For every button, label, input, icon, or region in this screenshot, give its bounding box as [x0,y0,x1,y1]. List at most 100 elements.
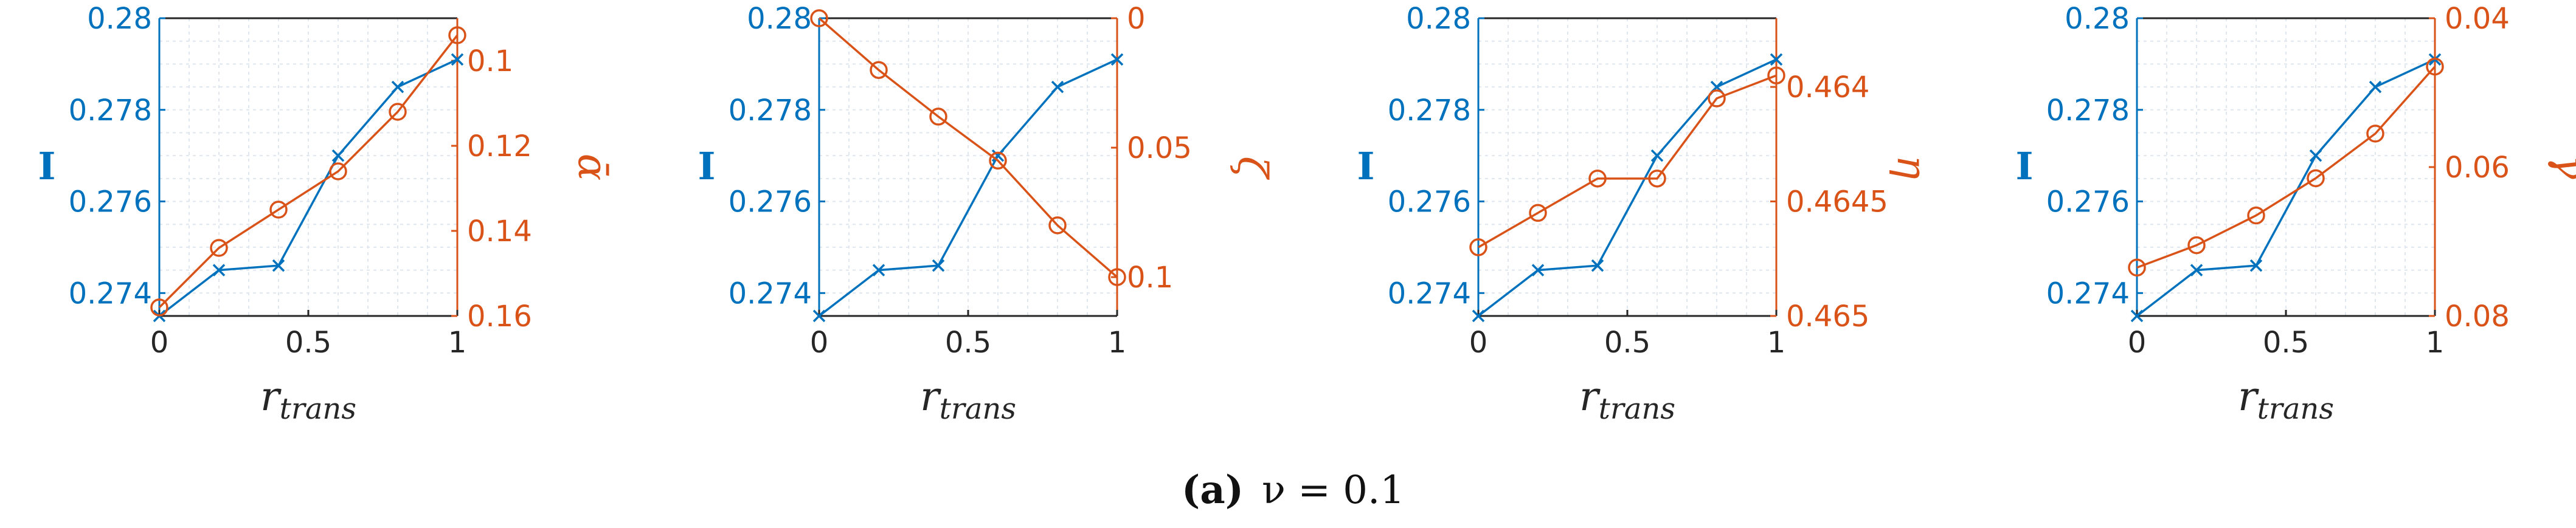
left-tick-label: 0.276 [1388,185,1471,219]
data-point-circle-marker [329,162,347,180]
data-point-circle-marker [1588,170,1607,188]
x-axis-label-subscript: trans [280,392,356,426]
right-tick-label: 0.05 [1127,131,1192,165]
left-tick-label: 0.278 [69,94,152,128]
right-tick-label: 0.1 [467,44,513,78]
chart-panel-1: 0 0.5 1 0.274 0.276 0.278 0.28 0.1 0.12 0.14 0.16 I… [38,2,616,426]
right-series-line [2136,66,2436,269]
x-tick-label: 1 [448,326,467,360]
x-axis-label-subscript: trans [1599,392,1675,426]
x-tick-label: 0 [150,326,169,360]
right-series-line [1478,74,1777,249]
grid [819,18,1117,316]
marker-stroke [2369,80,2382,94]
data-point-x-marker [1770,53,1783,66]
right-tick-label: 0.06 [2445,151,2510,185]
marker-stroke [1472,309,1485,323]
data-point-circle-marker [2128,258,2146,277]
x-axis-label: rtrans [920,373,1016,426]
data-point-circle-marker [2366,125,2384,143]
chart-panel-3: 0 0.5 1 0.274 0.276 0.278 0.28 0.464 0.4645 0.465… [1357,2,1935,426]
left-tick-label: 0.276 [69,185,152,219]
chart-panels: 0 0.5 1 0.274 0.276 0.278 0.28 0.1 0.12 0.14 0.16 I… [38,2,2576,426]
data-point-circle-marker [2187,236,2206,255]
right-tick-label: 0.464 [1786,70,1869,105]
data-point-x-marker [2249,259,2263,272]
data-point-x-marker [2369,80,2382,94]
right-tick-label: 0.1 [1127,261,1173,295]
left-tick-label: 0.28 [87,2,152,36]
marker-stroke [1531,264,1545,276]
data-point-circle-marker [1048,216,1067,235]
left-tick-label: 0.274 [1388,276,1471,310]
data-point-x-marker [932,259,945,272]
left-series-line [818,58,1118,317]
data-point-x-marker [331,149,345,162]
x-axis-label: rtrans [260,373,356,426]
right-tick-label: 0.04 [2445,2,2510,36]
marker-stroke [212,264,226,276]
y-axis-right-label: η [1888,155,1935,179]
left-tick-label: 0.274 [69,276,152,310]
right-tick-label: 0 [1127,2,1146,36]
grid [1478,18,1776,316]
marker-stroke [932,259,945,272]
marker-stroke [872,264,885,276]
left-tick-label: 0.276 [2046,185,2130,219]
left-tick-label: 0.276 [729,185,812,219]
y-axis-left-label: I [2015,144,2033,188]
marker-stroke [1770,53,1783,66]
data-point-circle-marker [210,239,228,257]
right-tick-label: 0.465 [1786,300,1869,334]
left-tick-label: 0.278 [1388,94,1471,128]
x-tick-label: 0.5 [285,326,331,360]
left-tick-label: 0.28 [2065,2,2130,36]
data-point-circle-marker [2307,169,2325,188]
x-tick-label: 0.5 [1604,326,1650,360]
left-series-line [2136,58,2436,317]
marker-stroke [812,309,826,323]
x-tick-label: 1 [2426,326,2445,360]
marker-stroke [272,259,285,272]
data-point-circle-marker [2426,57,2444,76]
data-point-circle-marker [870,61,888,79]
chart-panel-4: 0 0.5 1 0.274 0.276 0.278 0.28 0.04 0.06 0.08 Iγ rt… [2015,2,2576,426]
y-axis-right-label: γ [2547,155,2576,179]
x-tick-label: 0 [810,326,829,360]
data-point-circle-marker [989,151,1007,170]
marker-stroke [2309,149,2322,162]
left-tick-label: 0.28 [1406,2,1471,36]
marker-stroke [2249,259,2263,272]
data-point-x-marker [1591,259,1604,272]
right-tick-label: 0.08 [2445,300,2510,334]
caption-label: (a) [1182,467,1244,513]
marker-stroke [2130,309,2144,323]
x-tick-label: 0 [2128,326,2147,360]
data-point-circle-marker [929,108,947,126]
grid [159,18,457,316]
data-point-x-marker [1650,149,1664,162]
marker-stroke [1650,149,1664,162]
marker-stroke [991,149,1005,162]
data-point-circle-marker [150,298,168,317]
data-point-circle-marker [1108,268,1126,286]
data-point-x-marker [1110,53,1124,66]
data-point-circle-marker [1469,238,1487,256]
x-tick-label: 1 [1108,326,1127,360]
left-series-line [1477,58,1777,317]
data-point-circle-marker [1708,89,1726,108]
x-tick-label: 0.5 [2263,326,2309,360]
data-point-x-marker [1051,80,1064,94]
x-tick-label: 0 [1469,326,1488,360]
data-point-x-marker [1472,309,1485,323]
data-point-x-marker [812,309,826,323]
y-axis-left-label: I [38,144,55,188]
data-point-x-marker [391,80,404,94]
right-tick-label: 0.12 [467,129,532,163]
left-series-line [158,58,458,317]
marker-stroke [2190,264,2203,276]
data-point-circle-marker [1529,204,1547,222]
y-axis-right-label: ᾱ [569,154,616,181]
marker-stroke [331,149,345,162]
